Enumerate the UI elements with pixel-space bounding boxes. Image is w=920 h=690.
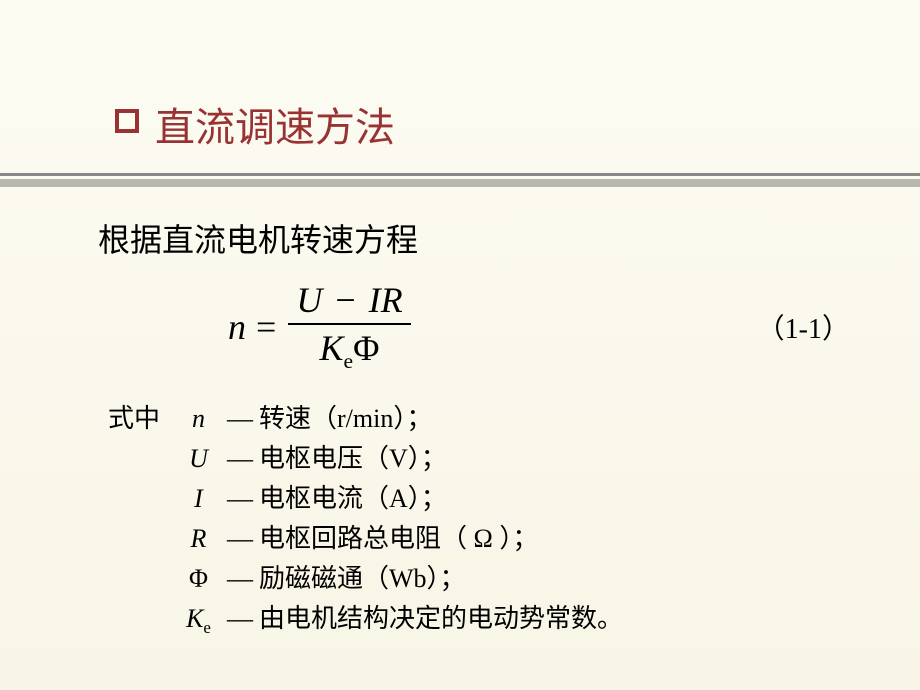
- numerator: U − IR: [288, 279, 410, 323]
- legend-row: Ke—由电机结构决定的电动势常数。: [108, 599, 850, 641]
- legend-description: 励磁磁通（Wb）；: [259, 559, 466, 598]
- legend-row: Φ—励磁磁通（Wb）；: [108, 559, 850, 598]
- legend-description: 电枢回路总电阻（ Ω ）；: [259, 519, 538, 558]
- legend-symbol: I: [176, 479, 221, 518]
- legend-dash: —: [227, 599, 253, 638]
- legend-row: U—电枢电压（V）；: [108, 439, 850, 478]
- divider-line-bottom: [0, 179, 920, 187]
- legend-symbol: Φ: [176, 559, 221, 598]
- legend-description: 电枢电流（A）；: [259, 479, 447, 518]
- legend-dash: —: [227, 399, 253, 438]
- num-ir: IR: [369, 280, 403, 320]
- legend-description: 电枢电压（V）；: [259, 439, 447, 478]
- legend-dash: —: [227, 519, 253, 558]
- eq-lhs: n: [228, 306, 246, 348]
- legend-row: 式中n—转速（r/min）；: [108, 399, 850, 438]
- num-u: U: [296, 280, 322, 320]
- den-k: K: [319, 328, 343, 368]
- divider: [0, 173, 920, 187]
- page-title: 直流调速方法: [155, 105, 395, 150]
- legend-dash: —: [227, 479, 253, 518]
- eq-equals: =: [256, 306, 276, 348]
- equation-row: n = U − IR KeΦ （1-1）: [98, 279, 850, 374]
- divider-line-top: [0, 173, 920, 176]
- legend-symbol: R: [176, 519, 221, 558]
- equation-number: （1-1）: [757, 307, 850, 347]
- fraction: U − IR KeΦ: [288, 279, 410, 374]
- content-area: 根据直流电机转速方程 n = U − IR KeΦ （1-1） 式中n—转速（r…: [0, 187, 920, 641]
- den-sub: e: [344, 349, 354, 373]
- title-section: 直流调速方法: [0, 0, 920, 153]
- legend-dash: —: [227, 559, 253, 598]
- legend-description: 由电机结构决定的电动势常数。: [259, 599, 623, 638]
- bullet-icon: [115, 109, 139, 133]
- legend-symbol: U: [176, 439, 221, 478]
- legend-description: 转速（r/min）；: [259, 399, 432, 438]
- legend-symbol: n: [176, 399, 221, 438]
- legend-symbol: Ke: [176, 599, 221, 641]
- num-minus: −: [335, 280, 355, 320]
- equation: n = U − IR KeΦ: [228, 279, 411, 374]
- legend-row: R—电枢回路总电阻（ Ω ）；: [108, 519, 850, 558]
- legend-dash: —: [227, 439, 253, 478]
- denominator: KeΦ: [311, 325, 387, 374]
- legend-prefix: 式中: [108, 399, 176, 438]
- den-phi: Φ: [353, 328, 379, 368]
- subtitle: 根据直流电机转速方程: [98, 215, 850, 261]
- legend: 式中n—转速（r/min）；U—电枢电压（V）；I—电枢电流（A）；R—电枢回路…: [98, 399, 850, 641]
- legend-row: I—电枢电流（A）；: [108, 479, 850, 518]
